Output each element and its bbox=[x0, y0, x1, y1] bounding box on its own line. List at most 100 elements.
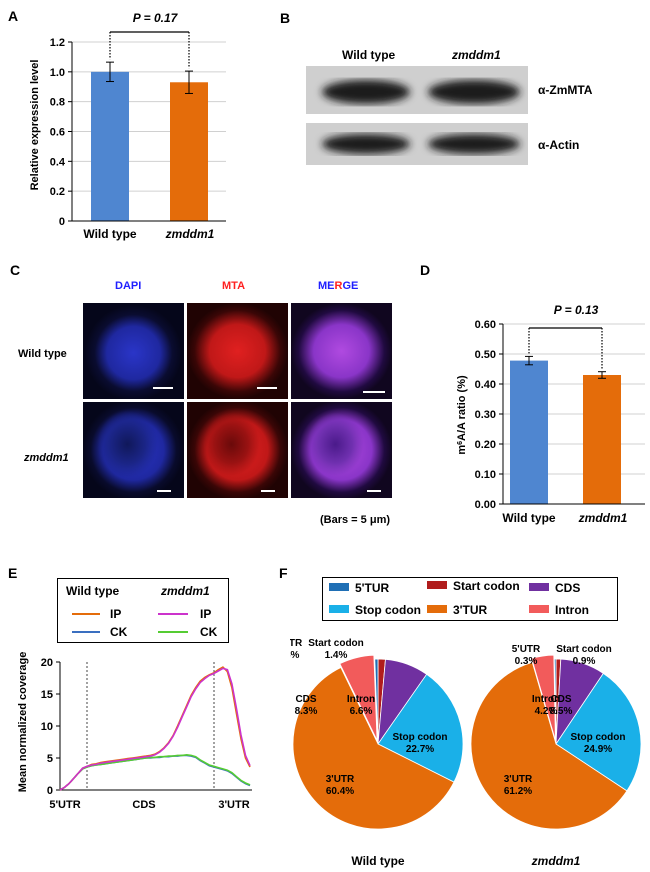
y-tick-label: 0 bbox=[47, 785, 53, 797]
pie-label: 5'UTR bbox=[290, 638, 303, 649]
panel-d-ylabel: m6A/A ratio (%) bbox=[456, 375, 468, 455]
micro-row-mutant: zmddm1 bbox=[24, 452, 69, 464]
bar-1 bbox=[170, 82, 208, 222]
panel-e-ylabel: Mean normalized coverage bbox=[17, 652, 29, 793]
pie-label: 3'UTR bbox=[504, 774, 533, 785]
panel-d-chart: m6A/A ratio (%) 0.00 0.10 0.20 0.30 0.40 0.50… bbox=[456, 303, 645, 525]
pie-label: Intron bbox=[532, 694, 560, 705]
blot-label-zmmta: α-ZmMTA bbox=[538, 83, 593, 97]
y-tick-label: 0.20 bbox=[475, 439, 496, 451]
y-tick-label: 1.2 bbox=[50, 37, 65, 49]
y-tick-label: 0.2 bbox=[50, 186, 65, 198]
panel-label-b: B bbox=[280, 10, 291, 26]
pie-value: 1.4% bbox=[325, 650, 348, 661]
line-series-ck-3 bbox=[59, 753, 251, 791]
legend-swatch bbox=[529, 605, 549, 613]
pie-slice-4 bbox=[292, 667, 455, 830]
pie-title: zmddm1 bbox=[531, 854, 581, 868]
line-series-ck-2 bbox=[59, 754, 251, 791]
bar-1 bbox=[583, 375, 621, 504]
legend-label: CDS bbox=[555, 581, 580, 595]
panel-e-xlabel-5utr: 5'UTR bbox=[49, 799, 80, 811]
pie-slice-4 bbox=[470, 661, 628, 830]
legend-swatch bbox=[529, 583, 549, 591]
panel-d-sig-text: P = 0.13 bbox=[554, 303, 599, 317]
y-tick-label: 0.8 bbox=[50, 97, 65, 109]
pie-slice-5 bbox=[531, 654, 556, 741]
pie-label: Stop codon bbox=[393, 732, 448, 743]
blot-label-actin: α-Actin bbox=[538, 138, 580, 152]
legend-label: 3'TUR bbox=[453, 603, 488, 617]
legend-swatch bbox=[427, 605, 447, 613]
panel-label-c: C bbox=[10, 262, 21, 278]
blot-actin bbox=[306, 123, 528, 165]
y-tick-label: 0.6 bbox=[50, 127, 65, 139]
panel-label-f: F bbox=[279, 565, 288, 581]
legend-mut-ip: IP bbox=[200, 607, 211, 621]
legend-label: 5'TUR bbox=[355, 581, 390, 595]
y-tick-label: 0.40 bbox=[475, 379, 496, 391]
legend-label: Intron bbox=[555, 603, 589, 617]
y-tick-label: 0.4 bbox=[50, 156, 66, 168]
bar-0 bbox=[510, 360, 548, 504]
line-series-ip-0 bbox=[59, 666, 251, 791]
micro-col-dapi: DAPI bbox=[115, 280, 142, 292]
pie-value: 22.7% bbox=[406, 744, 434, 755]
pie-label: Intron bbox=[347, 694, 375, 705]
legend-group-mut: zmddm1 bbox=[160, 584, 210, 598]
micro-col-mta: MTA bbox=[222, 280, 246, 292]
legend-label: Stop codon bbox=[355, 603, 421, 617]
y-tick-label: 5 bbox=[47, 753, 53, 765]
pie-label: Stop codon bbox=[571, 732, 626, 743]
panel-f-legend: 5'TUR Start codon CDS Stop codon 3'TUR Intron bbox=[322, 577, 618, 621]
pie-label: CDS bbox=[550, 694, 571, 705]
bar-0 bbox=[91, 71, 129, 221]
pie-value: 4.2% bbox=[535, 706, 558, 717]
pie-slice-0 bbox=[553, 658, 557, 745]
pie-value: 6.6% bbox=[350, 706, 373, 717]
micro-wt-merge bbox=[291, 303, 392, 399]
legend-label: Start codon bbox=[453, 579, 520, 593]
pie-value: 8.3% bbox=[295, 706, 318, 717]
legend-swatch bbox=[427, 581, 447, 589]
line-series-ip-1 bbox=[59, 667, 251, 791]
panel-a-xlabel-mut: zmddm1 bbox=[165, 227, 215, 241]
panel-a-xlabel-wt: Wild type bbox=[83, 227, 137, 241]
legend-wt-ck: CK bbox=[110, 625, 128, 639]
y-tick-label: 20 bbox=[41, 657, 53, 669]
y-tick-label: 0.10 bbox=[475, 469, 496, 481]
panel-e-xlabel-3utr: 3'UTR bbox=[218, 799, 249, 811]
pie-value: 60.4% bbox=[326, 786, 354, 797]
panel-label-a: A bbox=[8, 8, 19, 24]
blot-col-mutant: zmddm1 bbox=[452, 48, 501, 62]
pie-value: 0.6% bbox=[290, 650, 300, 661]
y-tick-label: 1.0 bbox=[50, 67, 65, 79]
y-tick-label: 15 bbox=[41, 689, 53, 701]
pie-slice-3 bbox=[377, 673, 464, 783]
blot-zmmta bbox=[306, 66, 528, 114]
pie-slice-0 bbox=[374, 658, 379, 745]
pie-value: 24.9% bbox=[584, 744, 612, 755]
pie-title: Wild type bbox=[351, 854, 405, 868]
micro-wt-mta bbox=[187, 303, 288, 399]
micro-wt-dapi bbox=[83, 303, 184, 399]
panel-e-legend: Wild type zmddm1 IP IP CK CK bbox=[57, 578, 229, 643]
micro-row-wildtype: Wild type bbox=[18, 348, 67, 360]
micro-mut-merge bbox=[291, 402, 392, 498]
panel-label-d: D bbox=[420, 262, 431, 278]
pie-value: 61.2% bbox=[504, 786, 532, 797]
y-tick-label: 0.30 bbox=[475, 409, 496, 421]
pie-slice-5 bbox=[339, 654, 378, 741]
panel-label-e: E bbox=[8, 565, 18, 581]
pie-slice-3 bbox=[555, 672, 642, 792]
micro-scale-note: (Bars = 5 μm) bbox=[320, 514, 391, 526]
legend-mut-ck: CK bbox=[200, 625, 218, 639]
legend-swatch bbox=[329, 583, 349, 591]
pie-label: CDS bbox=[295, 694, 316, 705]
pie-label: 3'UTR bbox=[326, 774, 355, 785]
y-tick-label: 0 bbox=[59, 216, 65, 228]
panel-a-ylabel: Relative expression level bbox=[29, 60, 41, 191]
y-tick-label: 10 bbox=[41, 721, 53, 733]
